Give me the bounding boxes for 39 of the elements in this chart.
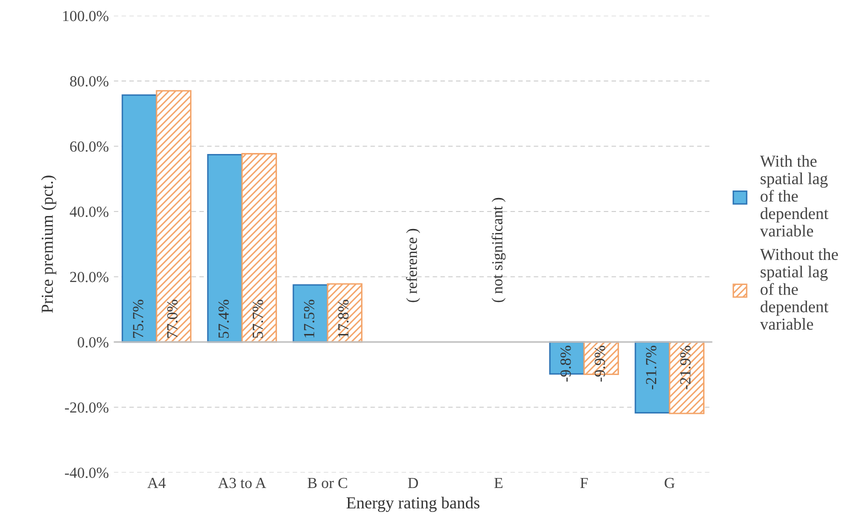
bar — [292, 284, 328, 343]
y-axis-title: Price premium (pct.) — [41, 176, 56, 313]
x-axis-title: Energy rating bands — [346, 496, 480, 512]
data-label: 17.5% — [304, 300, 314, 338]
data-label: -9.9% — [594, 346, 606, 382]
bar — [668, 341, 704, 414]
y-tick-label: 80.0% — [70, 76, 108, 87]
x-tick-label: A3 to A — [218, 478, 266, 488]
bar — [156, 90, 192, 343]
data-label: 17.8% — [338, 300, 349, 338]
data-label: 57.4% — [218, 300, 229, 338]
y-tick-label: 40.0% — [70, 206, 108, 218]
data-label: -21.9% — [680, 346, 691, 390]
annotation: ( not significant ) — [492, 198, 506, 302]
x-tick-label: B or C — [308, 478, 348, 488]
bar — [241, 153, 277, 343]
bar — [634, 341, 670, 414]
x-tick-label: D — [408, 478, 418, 488]
y-tick-label: 100.0% — [63, 10, 108, 22]
x-tick-label: A4 — [147, 478, 166, 488]
y-tick-label: -20.0% — [64, 402, 108, 413]
y-tick-label: 20.0% — [70, 272, 108, 282]
x-tick-label: E — [494, 478, 502, 488]
bar — [207, 154, 243, 343]
data-label: 75.7% — [132, 300, 144, 338]
bar — [326, 283, 362, 343]
y-tick-label: -40.0% — [64, 468, 108, 478]
annotation: ( reference ) — [406, 228, 420, 302]
y-tick-label: 60.0% — [70, 141, 108, 152]
x-tick-label: G — [664, 478, 675, 488]
x-tick-label: F — [580, 478, 588, 488]
legend-label: Without the spatial lag of the dependent variable — [760, 248, 838, 330]
y-tick-label: 0.0% — [78, 337, 108, 348]
bar — [122, 94, 158, 343]
data-label: 57.7% — [252, 300, 264, 338]
data-label: -9.8% — [560, 346, 571, 382]
data-label: -21.7% — [646, 346, 656, 390]
data-label: 77.0% — [167, 300, 178, 338]
legend-label: With the spatial lag of the dependent variable — [760, 155, 828, 237]
